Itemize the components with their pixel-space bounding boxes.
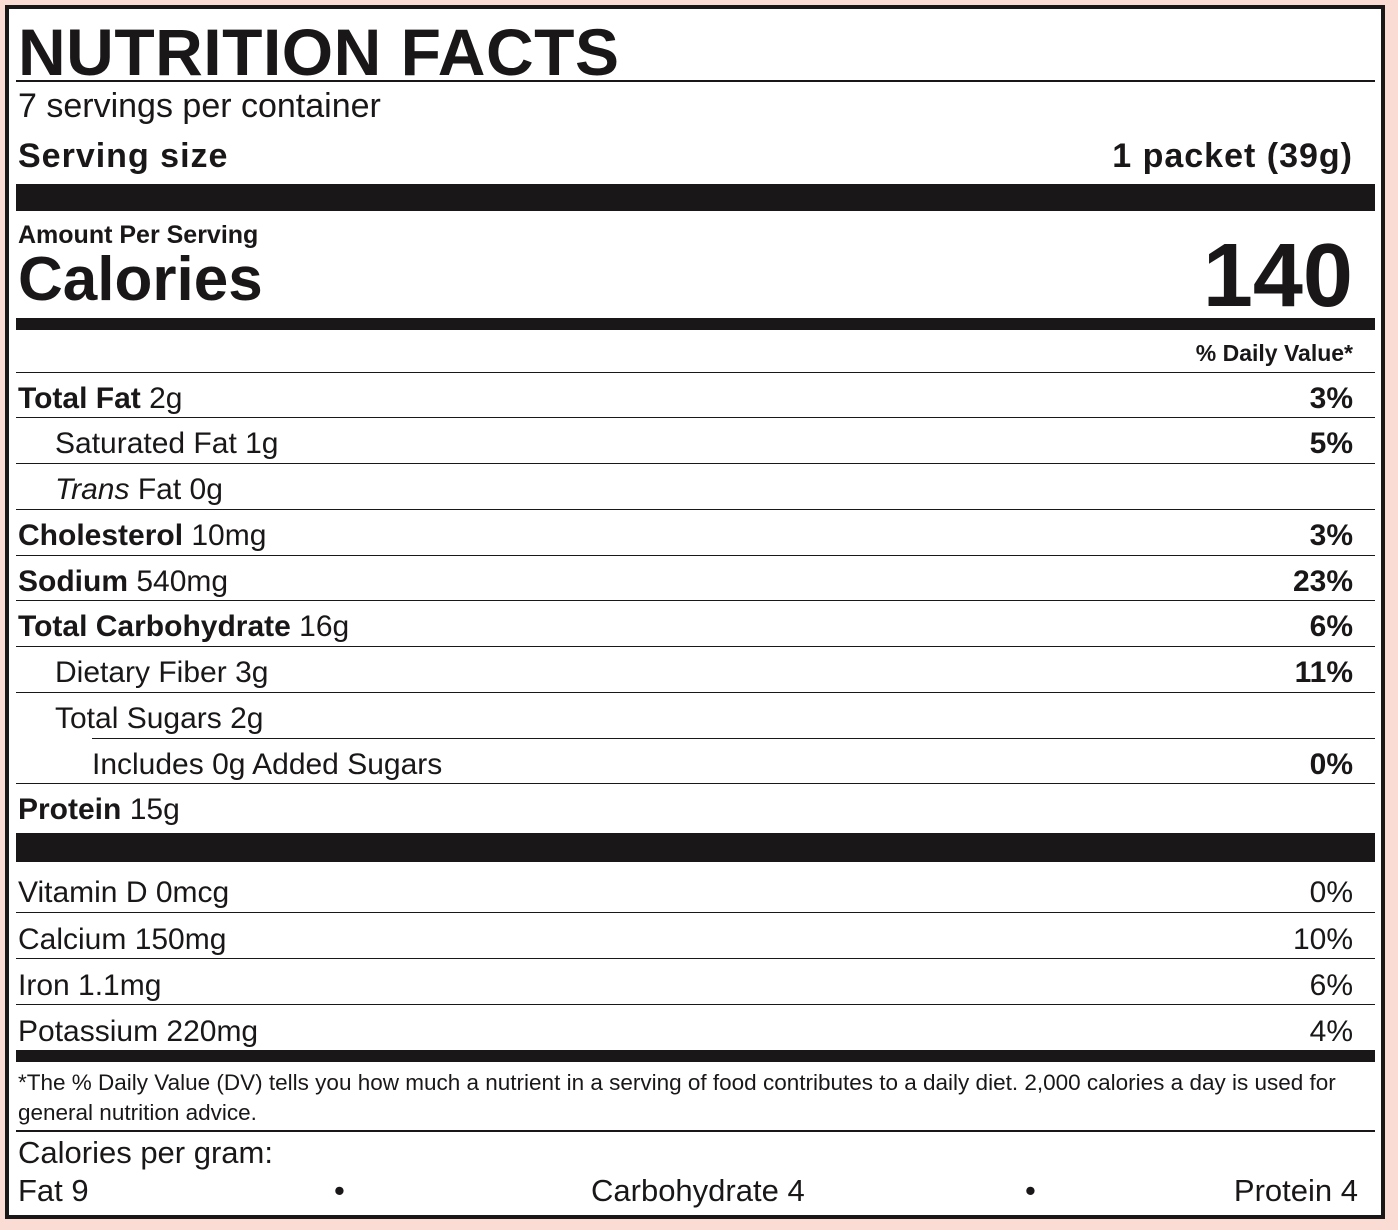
nutrient-dv: 6% [1309, 610, 1353, 643]
nutrient-name: Saturated Fat [55, 427, 237, 460]
nutrient-dv: 0% [1309, 748, 1353, 781]
nutrient-name: Total Carbohydrate [18, 610, 291, 643]
footnote: *The % Daily Value (DV) tells you how mu… [18, 1070, 1336, 1125]
nutrient-row-total-sugars: Total Sugars 2g [16, 692, 1375, 738]
separator-dot: • [334, 1173, 345, 1208]
calories-value: 140 [1202, 226, 1353, 326]
nutrient-dv: 3% [1309, 519, 1353, 552]
nutrient-amount: 2g [230, 702, 264, 735]
nutrient-name: Total Fat [18, 382, 141, 415]
nutrient-row-protein: Protein 15g [16, 783, 1375, 829]
vitamin-row: Vitamin D 0mcg 0% [16, 862, 1375, 912]
nutrient-row-added-sugars: Includes 0g Added Sugars 0% [92, 738, 1375, 784]
nutrient-name: Sodium [18, 565, 128, 598]
daily-value-header: % Daily Value* [1195, 340, 1353, 366]
vitamin-name: Potassium 220mg [18, 1015, 259, 1048]
medium-divider [16, 1050, 1375, 1062]
nutrient-name: Protein [18, 793, 122, 826]
nutrient-name-suffix: Fat [137, 473, 182, 506]
nutrient-dv: 11% [1294, 656, 1353, 689]
thick-divider [16, 184, 1375, 211]
vitamin-name: Calcium 150mg [18, 923, 227, 956]
divider [16, 1130, 1375, 1132]
nutrient-row-sodium: Sodium 540mg 23% [16, 555, 1375, 601]
nutrient-row-dietary-fiber: Dietary Fiber 3g 11% [16, 646, 1375, 692]
nutrient-name: Total Sugars [55, 702, 222, 735]
nutrient-row-trans-fat: Trans Fat 0g [16, 463, 1375, 509]
vitamin-name: Iron 1.1mg [18, 969, 162, 1002]
nutrient-name: Dietary Fiber [55, 656, 227, 689]
nutrient-amount: 2g [149, 382, 183, 415]
vitamin-name: Vitamin D 0mcg [18, 876, 230, 909]
nutrient-amount: 15g [129, 793, 180, 826]
calories-per-gram-label: Calories per gram: [18, 1135, 273, 1170]
nutrient-amount: 10mg [191, 519, 267, 552]
nutrient-dv: 3% [1309, 382, 1353, 415]
nutrient-row-cholesterol: Cholesterol 10mg 3% [16, 509, 1375, 555]
carbohydrate-per-gram: Carbohydrate 4 [591, 1173, 805, 1208]
nutrient-dv: 5% [1309, 427, 1353, 460]
vitamin-row: Iron 1.1mg 6% [16, 958, 1375, 1005]
nutrient-row-total-fat: Total Fat 2g 3% [16, 372, 1375, 418]
protein-per-gram: Protein 4 [1233, 1173, 1358, 1208]
nutrient-name: Includes 0g Added Sugars [92, 748, 443, 781]
medium-divider [16, 318, 1375, 330]
fat-per-gram: Fat 9 [18, 1173, 89, 1208]
separator-dot: • [1025, 1173, 1036, 1208]
nutrient-row-saturated-fat: Saturated Fat 1g 5% [16, 417, 1375, 463]
vitamin-row: Calcium 150mg 10% [16, 912, 1375, 959]
nutrient-amount: 1g [245, 427, 279, 460]
vitamin-dv: 10% [1292, 923, 1353, 956]
nutrient-dv: 23% [1292, 565, 1353, 598]
divider [16, 80, 1375, 82]
calories-label: Calories [18, 245, 263, 314]
nutrient-amount: 3g [235, 656, 269, 689]
vitamin-dv: 0% [1309, 876, 1353, 909]
label-title: NUTRITION FACTS [18, 15, 620, 89]
servings-per-container: 7 servings per container [18, 87, 381, 125]
nutrient-amount: 0g [189, 473, 223, 506]
nutrient-name: Cholesterol [18, 519, 184, 552]
amount-per-serving: Amount Per Serving [18, 221, 259, 249]
nutrient-amount: 16g [299, 610, 350, 643]
vitamin-dv: 4% [1309, 1015, 1353, 1048]
nutrient-row-total-carbohydrate: Total Carbohydrate 16g 6% [16, 600, 1375, 646]
nutrient-name: Trans [55, 473, 130, 506]
thick-divider [16, 833, 1375, 862]
vitamin-row: Potassium 220mg 4% [16, 1004, 1375, 1051]
nutrition-facts-label: NUTRITION FACTS 7 servings per container… [5, 5, 1385, 1219]
serving-size-label: Serving size [18, 137, 229, 175]
serving-size-value: 1 packet (39g) [1112, 137, 1353, 175]
nutrient-amount: 540mg [136, 565, 229, 598]
vitamin-dv: 6% [1309, 969, 1353, 1002]
